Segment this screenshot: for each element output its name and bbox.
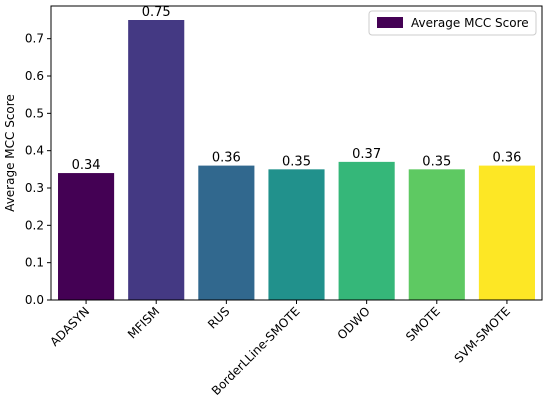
legend: Average MCC Score xyxy=(368,10,537,36)
y-tick-label: 0.6 xyxy=(25,69,44,83)
x-tick-label: ODWO xyxy=(335,304,373,342)
y-axis-title: Average MCC Score xyxy=(3,94,17,212)
y-tick-label: 0.2 xyxy=(25,218,44,232)
bar xyxy=(408,169,465,300)
y-tick-label: 0.1 xyxy=(25,256,44,270)
bar-value-label: 0.75 xyxy=(142,5,171,20)
bar-value-label: 0.35 xyxy=(282,154,311,169)
bar xyxy=(58,173,115,300)
y-tick-label: 0.0 xyxy=(25,293,44,307)
bar-value-label: 0.37 xyxy=(352,147,381,162)
y-tick-label: 0.5 xyxy=(25,106,44,120)
bar xyxy=(268,169,325,300)
legend-label: Average MCC Score xyxy=(411,16,529,30)
bar xyxy=(128,20,185,300)
bar-value-label: 0.35 xyxy=(422,154,451,169)
x-tick-label: SVM-SMOTE xyxy=(452,304,513,365)
legend-swatch xyxy=(377,17,403,28)
bar xyxy=(198,165,255,300)
legend-box xyxy=(368,10,537,36)
bar-value-label: 0.34 xyxy=(72,158,101,173)
x-tick-label: SMOTE xyxy=(403,304,443,344)
plot-frame xyxy=(50,5,543,301)
bar xyxy=(478,165,535,300)
bars: 0.34 0.75 0.36 0.35 0.37 0.35 0.36 xyxy=(58,5,535,300)
x-tick-label: ADASYN xyxy=(47,304,92,349)
y-tick-label: 0.4 xyxy=(25,144,44,158)
x-tick-label: MFISM xyxy=(125,304,162,341)
bar-value-label: 0.36 xyxy=(212,151,241,166)
y-axis-ticks: 0.0 0.1 0.2 0.3 0.4 0.5 0.6 0.7 xyxy=(25,32,51,307)
y-tick-label: 0.7 xyxy=(25,32,44,46)
y-tick-label: 0.3 xyxy=(25,181,44,195)
bar xyxy=(338,161,395,300)
x-tick-label: RUS xyxy=(205,304,232,331)
bar-value-label: 0.36 xyxy=(492,151,521,166)
